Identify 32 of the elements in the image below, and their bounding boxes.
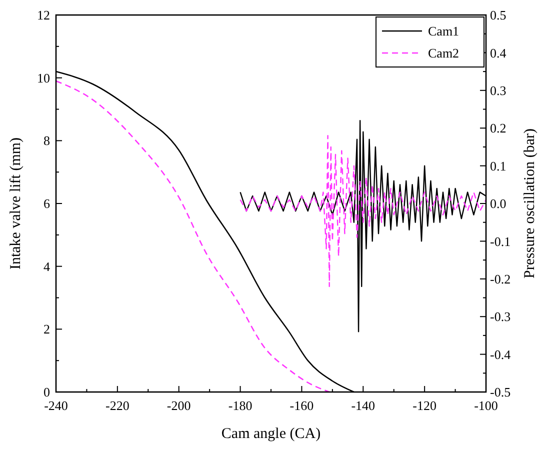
legend-label: Cam1 xyxy=(428,24,460,39)
x-tick-label: -100 xyxy=(474,398,498,413)
line-series xyxy=(240,135,487,288)
legend-label: Cam2 xyxy=(428,46,460,61)
y-tick-label: 12 xyxy=(37,8,50,23)
y-tick-label: 0 xyxy=(44,384,50,400)
y-tick-label: 10 xyxy=(37,70,50,86)
y2-tick-label: 0.5 xyxy=(490,8,506,23)
x-tick-label: -240 xyxy=(44,398,68,413)
y2-tick-label: 0.3 xyxy=(490,82,506,98)
y2-tick-label: 0.0 xyxy=(490,196,506,212)
y2-tick-label: 0.2 xyxy=(490,120,506,136)
x-tick-label: -140 xyxy=(351,398,376,413)
y-tick-label: 2 xyxy=(44,322,50,337)
y2-tick-label: 0.1 xyxy=(490,158,506,174)
x-tick-label: -180 xyxy=(228,398,252,413)
x-tick-label: -160 xyxy=(290,398,314,413)
y2-tick-label: -0.3 xyxy=(490,309,511,324)
y2-tick-label: 0.4 xyxy=(490,45,507,60)
x-tick-label: -200 xyxy=(166,398,191,413)
y2-tick-label: -0.4 xyxy=(490,346,512,362)
x-tick-label: -120 xyxy=(412,398,436,413)
y-tick-label: 6 xyxy=(44,196,50,212)
y2-tick-label: -0.1 xyxy=(490,234,511,249)
y2-tick-label: -0.5 xyxy=(490,384,511,400)
y-axis-title: Intake valve lift (mm) xyxy=(8,137,24,270)
y-tick-label: 4 xyxy=(44,258,50,274)
y-tick-label: 8 xyxy=(44,133,50,148)
y2-tick-label: -0.2 xyxy=(490,271,511,286)
x-axis-title: Cam angle (CA) xyxy=(221,426,321,442)
x-tick-label: -220 xyxy=(106,398,130,413)
y2-axis-title: Pressure oscillation (bar) xyxy=(522,128,538,278)
